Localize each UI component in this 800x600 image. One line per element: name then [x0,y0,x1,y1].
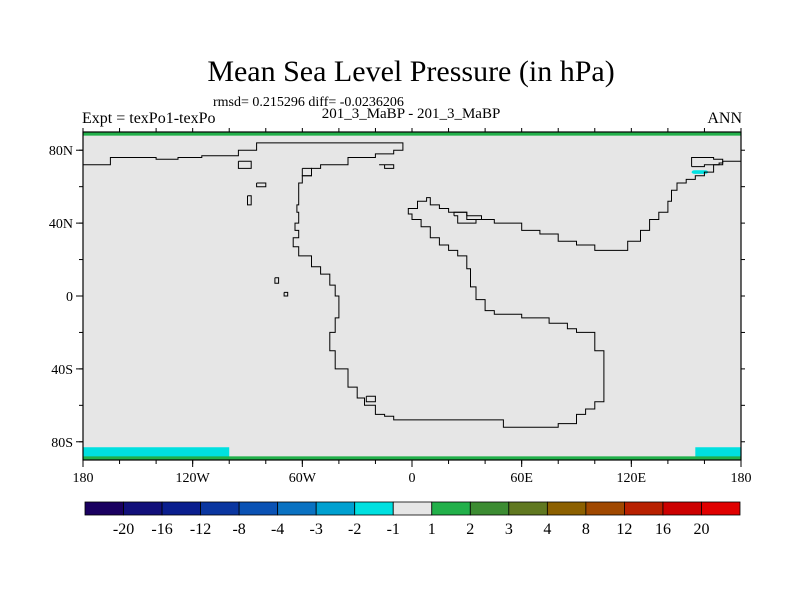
coastline-4 [256,182,267,188]
map-background [83,132,741,460]
colorbar-label: -2 [348,521,361,538]
coastline-3 [691,157,724,168]
colorbar-label: 1 [428,521,436,538]
map-region-3 [83,132,741,136]
experiment-label: Expt = texPo1-texPo [82,110,216,127]
colorbar-swatch [123,501,163,516]
colorbar-swatch [238,501,279,516]
colorbar-swatch [546,501,587,516]
coastline-2 [379,164,395,169]
coastline-5 [247,195,252,206]
y-tick-label: 40S [51,363,73,378]
coastline-1 [453,211,482,224]
colorbar-label: 3 [505,521,513,538]
coastline-7 [283,291,289,297]
colorbar-label: -12 [190,521,211,538]
colorbar-label: 20 [693,521,709,538]
map-region-0 [83,447,230,459]
coastline-10 [301,167,312,177]
colorbar-label: -16 [151,521,172,538]
colorbar-swatch [392,501,433,516]
x-tick-label: 120W [176,471,211,486]
colorbar-swatch [624,501,664,516]
colorbar-label: -8 [232,521,245,538]
colorbar-label: 2 [466,521,474,538]
colorbar-swatch [431,501,471,516]
colorbar-label: -4 [271,521,284,538]
rmsd-diff-label: rmsd= 0.215296 diff= -0.0236206 [213,95,404,110]
coastline-9 [237,160,252,169]
colorbar-label: -1 [387,521,400,538]
map-region-4 [83,456,741,460]
y-tick-label: 80S [51,436,73,451]
colorbar-swatch [315,501,356,516]
colorbar-swatch [84,501,124,516]
y-tick-label: 0 [66,290,73,305]
coastline-6 [274,277,280,284]
colorbar-swatch [701,501,741,516]
colorbar-swatch [585,501,625,516]
colorbar-swatch [200,501,240,516]
coastline-8 [365,395,376,403]
colorbar-label: 4 [543,521,551,538]
colorbar-swatch [662,501,702,516]
colorbar-swatch [469,501,510,516]
y-tick-label: 40N [49,217,73,232]
colorbar-swatch [508,501,548,516]
map-region-1 [695,447,741,459]
colorbar-label: 16 [655,521,671,538]
chart-title: Mean Sea Level Pressure (in hPa) [207,55,615,88]
x-tick-label: 0 [409,471,416,486]
x-tick-label: 60W [289,471,317,486]
season-label: ANN [707,110,742,127]
colorbar-swatch [277,501,317,516]
y-tick-label: 80N [49,144,73,159]
colorbar-label: -20 [113,521,134,538]
case-label: 201_3_MaBP - 201_3_MaBP [321,106,501,122]
x-tick-label: 180 [731,471,752,486]
colorbar-label: -3 [310,521,323,538]
x-tick-label: 60E [510,471,533,486]
colorbar-label: 8 [582,521,590,538]
colorbar-label: 12 [616,521,632,538]
colorbar-swatch [354,501,394,516]
colorbar-swatch [161,501,201,516]
x-tick-label: 120E [617,471,647,486]
x-tick-label: 180 [73,471,94,486]
